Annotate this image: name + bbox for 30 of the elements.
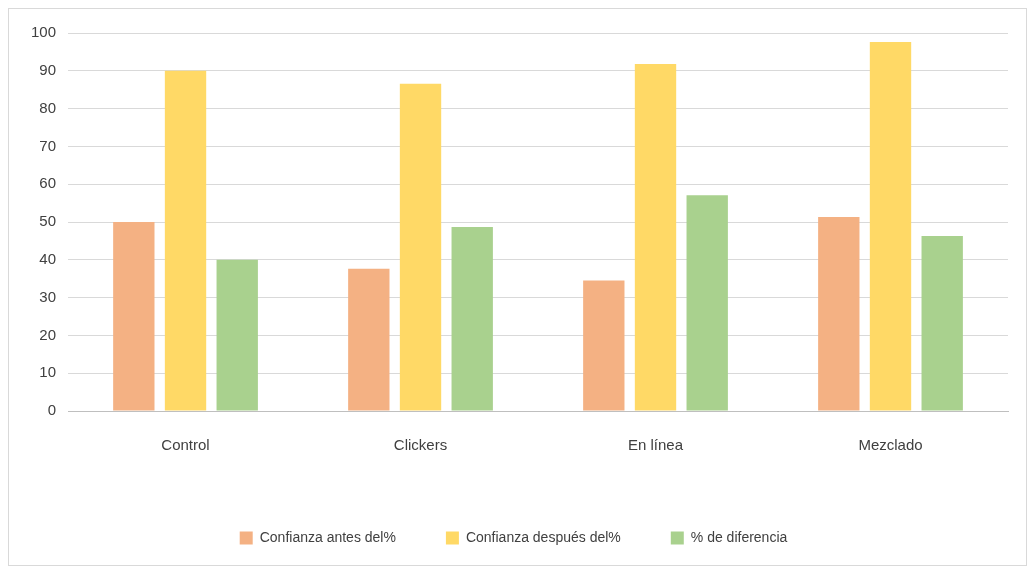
bar <box>921 235 963 411</box>
x-tick-label: Clickers <box>393 436 448 454</box>
legend-label: Confianza después del% <box>465 528 621 545</box>
bar <box>451 226 493 411</box>
x-tick-label: Mezclado <box>858 436 923 454</box>
legend-label: % de diferencia <box>690 528 788 545</box>
bar <box>634 64 677 411</box>
bar <box>113 222 155 411</box>
y-tick-label: 0 <box>47 401 57 419</box>
y-tick-label: 80 <box>39 98 57 116</box>
y-tick-label: 100 <box>31 23 57 41</box>
y-tick-label: 20 <box>39 325 57 343</box>
x-tick-label: Control <box>161 436 210 454</box>
y-tick-label: 60 <box>39 174 57 192</box>
bar <box>164 70 207 411</box>
bar <box>348 268 390 411</box>
bar <box>818 217 860 411</box>
y-tick-label: 50 <box>39 212 57 230</box>
y-tick-label: 10 <box>39 363 57 381</box>
y-tick-label: 90 <box>39 60 57 78</box>
y-tick-label: 70 <box>39 136 57 154</box>
bar <box>686 195 728 411</box>
bar <box>216 259 258 411</box>
y-tick-label: 40 <box>39 249 57 267</box>
y-tick-label: 30 <box>39 287 57 305</box>
bar <box>869 42 912 411</box>
bar <box>399 83 442 411</box>
legend-label: Confianza antes del% <box>259 528 396 545</box>
x-tick-label: En línea <box>627 436 684 454</box>
bar <box>583 280 625 411</box>
